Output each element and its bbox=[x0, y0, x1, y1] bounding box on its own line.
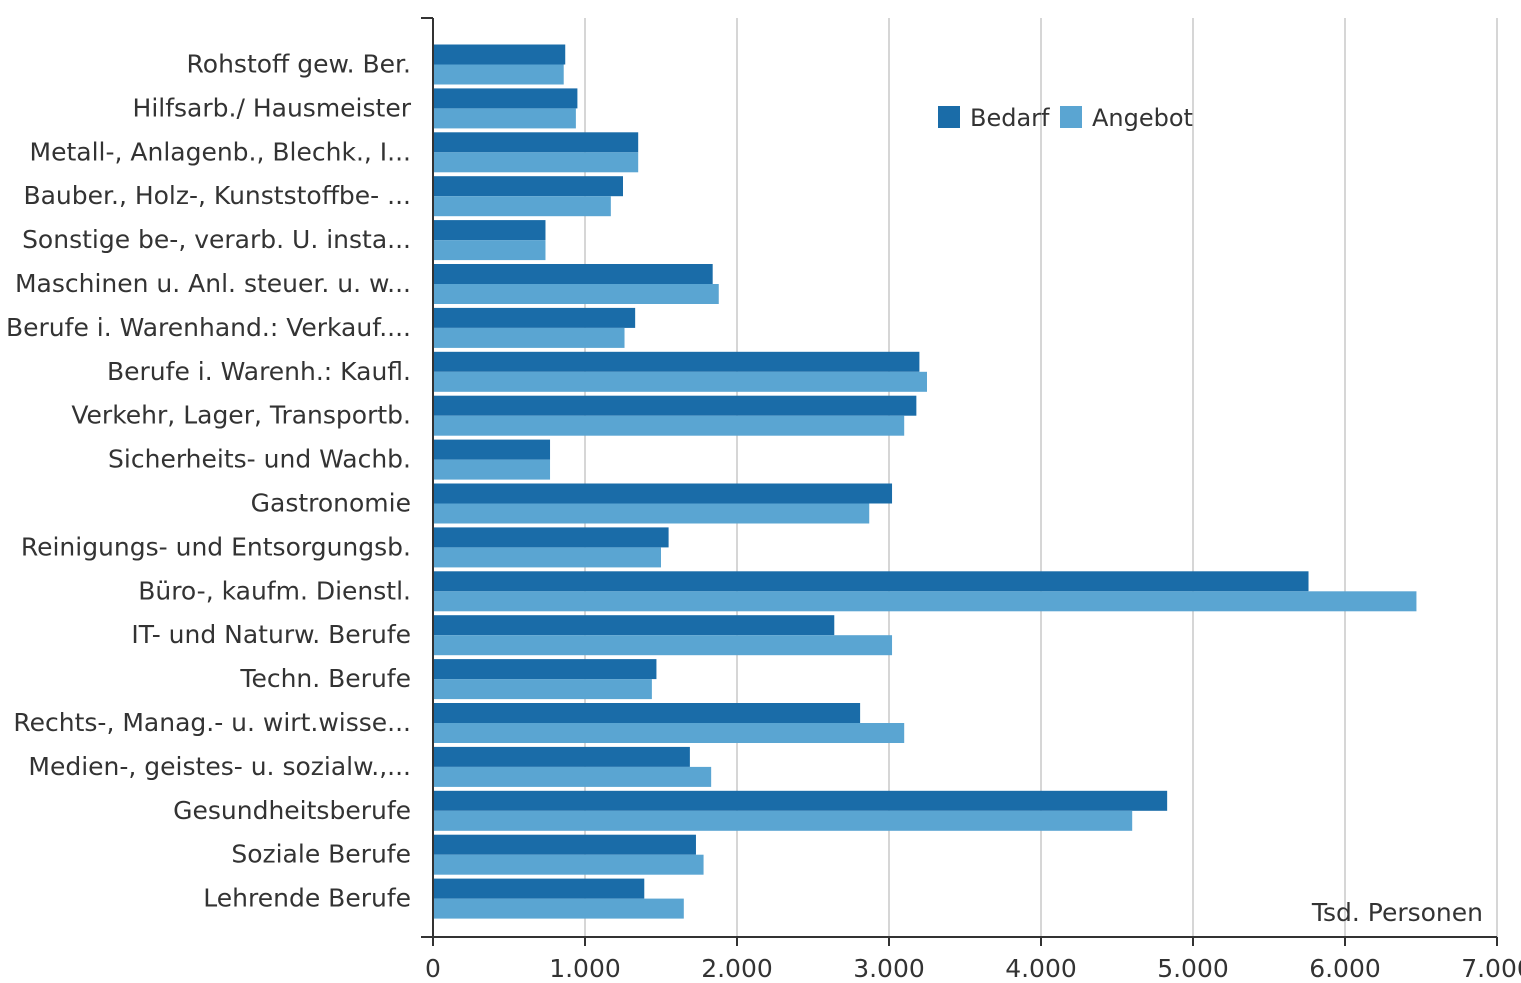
bar-angebot bbox=[433, 679, 652, 700]
category-label: IT- und Naturw. Berufe bbox=[131, 620, 411, 649]
x-tick-label: 1.000 bbox=[549, 954, 621, 983]
category-label: Hilfsarb./ Hausmeister bbox=[133, 93, 412, 122]
bar-layer bbox=[433, 44, 1417, 919]
bar-angebot bbox=[433, 459, 551, 480]
bar-bedarf bbox=[433, 220, 546, 241]
bar-bedarf bbox=[433, 746, 690, 767]
x-tick-label: 3.000 bbox=[853, 954, 925, 983]
bar-bedarf bbox=[433, 483, 893, 504]
bar-angebot bbox=[433, 196, 611, 217]
legend: Bedarf Angebot bbox=[938, 104, 1193, 132]
x-tick-label: 5.000 bbox=[1157, 954, 1229, 983]
category-label: Lehrende Berufe bbox=[203, 884, 411, 913]
bar-angebot bbox=[433, 723, 905, 743]
bar-bedarf bbox=[433, 307, 636, 328]
tick-labels: 0 1.000 2.000 3.000 4.000 5.000 6.000 7.000 bbox=[425, 954, 1521, 983]
bar-angebot bbox=[433, 108, 576, 129]
grid-layer bbox=[584, 18, 1498, 937]
bar-bedarf bbox=[433, 790, 1168, 811]
bar-bedarf bbox=[433, 834, 696, 855]
category-labels: Rohstoff gew. Ber. Hilfsarb./ Hausmeister… bbox=[6, 50, 412, 913]
bar-angebot bbox=[433, 415, 905, 436]
bar-bedarf bbox=[433, 44, 566, 65]
bar-bedarf bbox=[433, 264, 713, 284]
category-label: Gesundheitsberufe bbox=[173, 796, 411, 825]
legend-swatch-bedarf bbox=[938, 106, 960, 128]
bar-bedarf bbox=[433, 703, 861, 723]
category-label: Verkehr, Lager, Transportb. bbox=[71, 401, 411, 430]
bar-angebot bbox=[433, 240, 546, 261]
bar-bedarf bbox=[433, 351, 920, 372]
x-tick-label: 2.000 bbox=[701, 954, 773, 983]
bar-angebot bbox=[433, 64, 564, 85]
category-label: Gastronomie bbox=[251, 489, 411, 518]
bar-angebot bbox=[433, 547, 661, 568]
category-label: Reinigungs- und Entsorgungsb. bbox=[21, 532, 411, 561]
bar-angebot bbox=[433, 766, 712, 787]
bar-angebot bbox=[433, 635, 893, 656]
category-label: Metall-, Anlagenb., Blechk., I... bbox=[30, 137, 412, 166]
category-label: Soziale Berufe bbox=[231, 840, 411, 869]
bar-bedarf bbox=[433, 615, 835, 636]
legend-label-angebot: Angebot bbox=[1092, 104, 1193, 132]
category-label: Medien-, geistes- u. sozialw.,... bbox=[28, 752, 411, 781]
category-label: Berufe i. Warenhand.: Verkauf.... bbox=[6, 313, 411, 342]
legend-swatch-angebot bbox=[1060, 106, 1082, 128]
category-label: Sicherheits- und Wachb. bbox=[108, 445, 411, 474]
bar-bedarf bbox=[433, 659, 657, 680]
axis-layer bbox=[421, 17, 1498, 946]
bar-bedarf bbox=[433, 132, 639, 153]
bar-angebot bbox=[433, 327, 625, 348]
category-label: Bauber., Holz-, Kunststoffbe- ... bbox=[23, 181, 411, 210]
category-label: Sonstige be-, verarb. U. insta... bbox=[22, 225, 411, 254]
bar-angebot bbox=[433, 591, 1417, 612]
bar-bedarf bbox=[433, 88, 578, 109]
bar-angebot bbox=[433, 898, 684, 919]
category-label: Rohstoff gew. Ber. bbox=[187, 50, 411, 79]
bar-angebot bbox=[433, 371, 927, 392]
bar-angebot bbox=[433, 503, 870, 524]
bar-bedarf bbox=[433, 878, 645, 899]
bar-bedarf bbox=[433, 571, 1309, 592]
category-label: Rechts-, Manag.- u. wirt.wisse... bbox=[13, 708, 411, 737]
x-axis-unit-label: Tsd. Personen bbox=[1311, 898, 1483, 927]
category-label: Techn. Berufe bbox=[239, 664, 411, 693]
x-tick-label: 4.000 bbox=[1005, 954, 1077, 983]
category-label: Maschinen u. Anl. steuer. u. w... bbox=[15, 269, 411, 298]
bar-bedarf bbox=[433, 527, 669, 548]
bar-angebot bbox=[433, 854, 704, 875]
x-tick-label: 6.000 bbox=[1309, 954, 1381, 983]
bar-bedarf bbox=[433, 439, 551, 460]
category-label: Büro-, kaufm. Dienstl. bbox=[138, 576, 411, 605]
x-tick-label: 7.000 bbox=[1461, 954, 1521, 983]
legend-label-bedarf: Bedarf bbox=[970, 104, 1050, 132]
bar-angebot bbox=[433, 152, 639, 173]
bar-bedarf bbox=[433, 176, 623, 197]
bar-angebot bbox=[433, 284, 719, 304]
category-label: Berufe i. Warenh.: Kaufl. bbox=[107, 357, 411, 386]
bar-angebot bbox=[433, 810, 1133, 831]
x-tick-label: 0 bbox=[425, 954, 441, 983]
bar-bedarf bbox=[433, 395, 917, 416]
